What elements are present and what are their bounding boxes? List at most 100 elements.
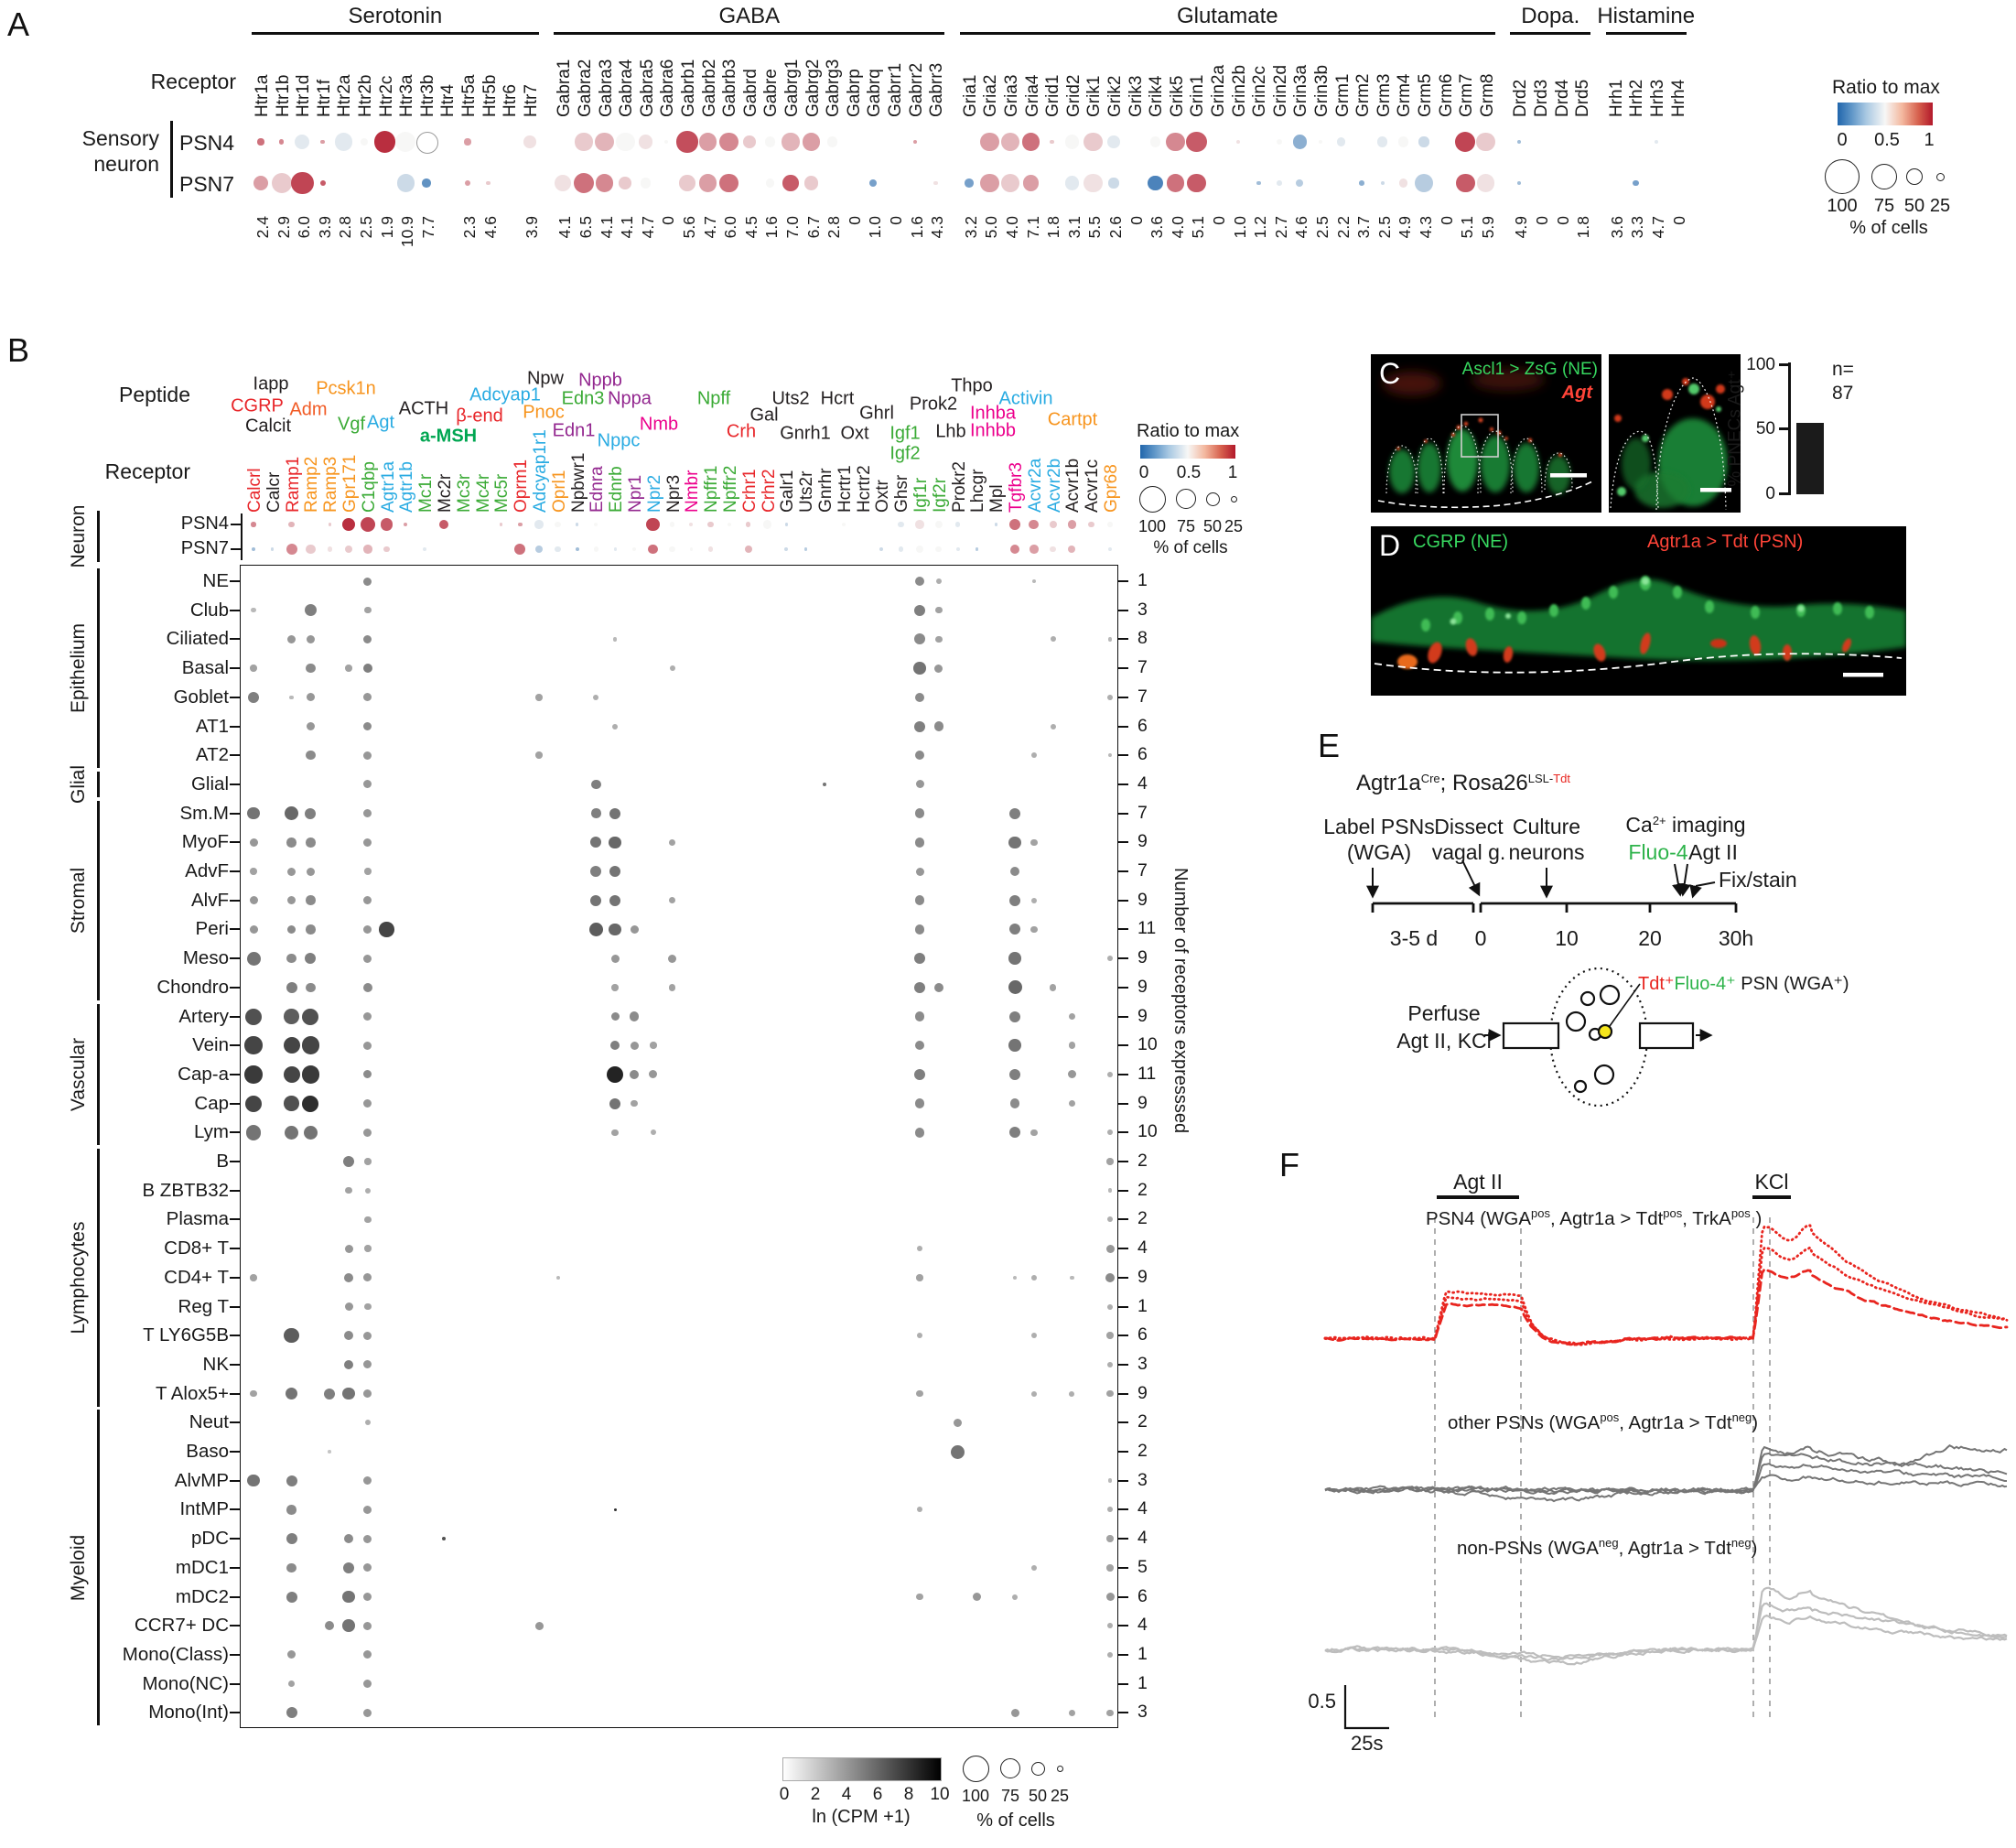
transmitter-group-label: GABA [718,4,781,28]
bright-ne-cells [1450,578,1805,625]
expression-dot [287,924,296,934]
expression-dot-psn7 [804,176,819,190]
expression-dot-psn4 [1336,137,1346,146]
expression-value: 4.6 [480,216,500,239]
bar-ylabel: % PNECs Agt⁺ [1725,370,1745,487]
expression-dot [917,1333,922,1339]
expression-dot [251,608,256,613]
expression-dot [935,635,943,643]
bright-cells [1617,384,1721,496]
expression-value: 4.7 [1649,216,1667,239]
expression-dot [363,1650,372,1659]
receptor-label: Grm1 [1332,73,1353,118]
expression-dot-psn4 [295,135,310,149]
expression-dot [914,895,925,905]
trace-group-label: PSN4 (WGApos, Agtr1a > Tdtpos, TrkApos ) [1426,1206,1762,1230]
receptor-label: Htr4 [438,84,458,117]
expression-dot [286,1591,297,1603]
expression-value: 0 [887,216,905,225]
group-underline [252,32,539,35]
expression-value: 1.8 [1574,216,1593,239]
expression-dot [245,1095,262,1112]
peptide-label: Thpo [951,375,993,396]
tick [230,928,240,931]
tick [1118,1682,1128,1685]
expression-value: 5.9 [1478,216,1497,239]
tick [231,548,241,550]
inset-box [1461,414,1499,458]
label-text: non-PSNs (WGA [1457,1538,1599,1559]
expression-dot [250,868,257,875]
receptor-label: Gabrb3 [720,59,740,117]
receptor-label: Grm6 [1436,73,1456,118]
expression-matrix-frame [240,565,1118,1728]
expression-dot [363,1708,372,1717]
expression-dot [343,1533,354,1544]
tick [1118,1653,1128,1656]
receptor-count: 2 [1137,1411,1148,1432]
receptor-label: Grm2 [1353,73,1374,118]
expression-dot-psn4 [1655,140,1658,144]
expression-dot-psn7 [251,546,256,552]
tick [1118,1566,1128,1569]
expression-dot-psn4 [1397,136,1408,147]
expression-value: 0 [1127,216,1146,225]
tick [1118,1073,1128,1075]
expression-value: 3.7 [1354,216,1374,239]
expression-dot [250,1274,257,1281]
expression-dot [343,1330,354,1341]
expression-dot [649,1070,658,1079]
cell-type-label: Mono(NC) [142,1672,229,1694]
expression-dot [1009,866,1020,877]
expression-dot-psn4 [360,137,369,146]
gradient-tick: 1 [1227,463,1238,482]
expression-dot-psn7 [1108,178,1119,189]
receptor-label: Htr5a [459,74,479,117]
expression-dot-psn4 [782,133,800,151]
n-label: n= [1832,359,1854,380]
cell-type-label: CD8+ T [164,1237,229,1259]
expression-dot-psn4 [1149,136,1160,147]
expression-dot [285,1125,299,1140]
expression-dot [249,924,258,934]
cell-type-label: NK [202,1353,229,1375]
tick [230,1161,240,1162]
expression-dot [1008,1039,1021,1052]
expression-dot-psn7 [596,174,614,192]
expression-dot [609,807,621,819]
expression-dot [914,604,925,616]
expression-dot-psn7 [1380,181,1385,185]
cell-type-label: Vein [192,1034,229,1056]
peptide-label: Adm [289,399,328,420]
expression-dot [914,1040,925,1051]
expression-dot-psn7 [699,174,717,192]
expression-dot [344,1302,353,1311]
label-superscript: neg [1731,1410,1752,1424]
receptor-count: 3 [1137,1702,1148,1723]
micrograph-neb-inset [1609,354,1741,513]
expression-dot-psn4 [320,139,326,145]
tick [230,1538,240,1540]
expression-dot-psn4 [534,520,544,529]
cell-type-label: Cap-a [178,1063,229,1085]
tick [230,1131,240,1134]
expression-dot-psn7 [1083,173,1103,193]
perfusion-chamber [1502,984,1695,1094]
expression-dot [1069,1390,1075,1397]
expression-dot-psn7 [534,545,544,554]
event-label-fluo4: Fluo-4 [1628,840,1688,864]
perfuse-label-line2: Agt II, KCl [1396,1029,1492,1053]
agt-annotation: Agt [1561,383,1592,403]
micrograph-neb-overview [1371,354,1601,513]
expression-dot [609,894,621,906]
expression-dot [612,723,619,729]
expression-dot-psn7 [1030,545,1039,554]
expression-dot-psn4 [1166,132,1186,152]
trace-other-psns [1324,1445,2008,1495]
receptor-count: 2 [1137,1208,1148,1229]
expression-dot [668,954,677,963]
receptor-label: Nmbr [683,470,703,513]
expression-dot [364,1216,372,1224]
receptor-count: 5 [1137,1556,1148,1577]
gradient-tick: 0 [1138,463,1149,482]
